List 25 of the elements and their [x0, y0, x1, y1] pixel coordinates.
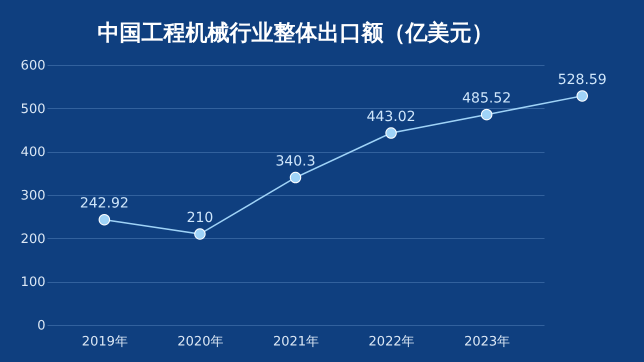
y-tick-label: 200	[20, 232, 46, 247]
y-tick-label: 100	[20, 275, 46, 290]
data-label: 485.52	[462, 90, 512, 107]
point	[480, 108, 492, 120]
y-tick-label: 0	[37, 318, 46, 334]
data-label: 443.02	[366, 109, 416, 126]
point	[98, 214, 110, 226]
point	[385, 127, 397, 139]
y-tick-label: 500	[20, 102, 46, 117]
chart-title: 中国工程机械行业整体出口额（亿美元）	[98, 20, 494, 46]
point	[290, 172, 302, 184]
point	[194, 228, 206, 240]
point	[576, 90, 588, 102]
x-tick-label: 2020年	[177, 334, 224, 350]
y-tick-label: 600	[20, 58, 46, 74]
data-label: 340.3	[275, 154, 316, 170]
data-label: 210	[186, 210, 214, 226]
x-tick-label: 2023年	[464, 334, 510, 350]
x-tick-label: 2019年	[82, 334, 128, 350]
y-tick-label: 300	[20, 188, 46, 204]
x-tick-label: 2022年	[368, 334, 415, 350]
data-label: 528.59	[558, 72, 607, 88]
data-label: 242.92	[80, 196, 129, 212]
y-tick-label: 400	[20, 145, 46, 160]
x-tick-label: 2021年	[272, 334, 320, 350]
